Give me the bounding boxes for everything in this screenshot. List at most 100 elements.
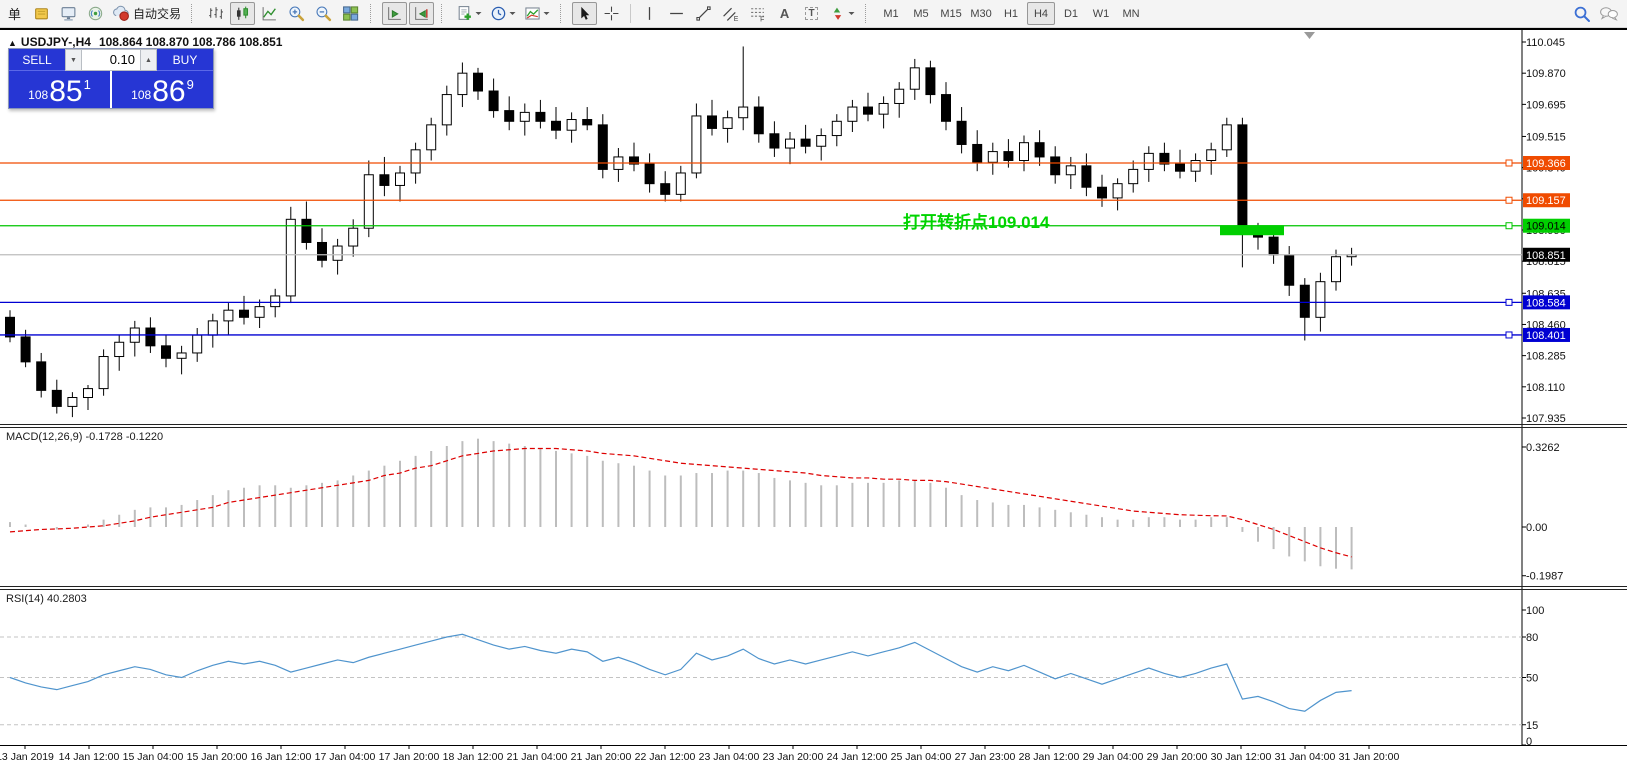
svg-text:29 Jan 20:00: 29 Jan 20:00 [1147,751,1208,763]
svg-text:50: 50 [1526,673,1538,685]
chart-top-border [0,28,1627,30]
horizontal-line-109.366[interactable] [0,159,1522,167]
line-chart-button[interactable] [257,2,282,25]
text-button[interactable]: A [772,2,797,25]
crosshair-button[interactable] [599,2,624,25]
timeframe-m30[interactable]: M30 [970,7,992,20]
svg-text:E: E [734,16,739,22]
sell-price-big: 85 [49,75,83,108]
svg-text:27 Jan 23:00: 27 Jan 23:00 [955,751,1016,763]
chart-shift-icon [413,5,430,22]
timeframe-h4[interactable]: H4 [1027,2,1056,25]
signals-icon [87,5,104,22]
bar-chart-button[interactable] [203,2,228,25]
auto-scroll-button[interactable] [382,2,408,25]
periods-menu-button[interactable] [487,2,519,25]
toolbar: 单 自动交易 [0,0,1627,28]
sell-price[interactable]: 108 85 1 [9,71,110,108]
autotrading-button[interactable]: 自动交易 [110,2,184,25]
svg-text:109.366: 109.366 [1526,158,1566,170]
horizontal-line-108.401[interactable] [0,331,1522,339]
timeframe-h1[interactable]: H1 [1003,7,1019,20]
sell-button[interactable]: SELL [9,49,65,71]
fibonacci-icon: F [749,5,766,22]
volume-input[interactable]: 0.10 [82,49,140,71]
svg-text:22 Jan 12:00: 22 Jan 12:00 [635,751,696,763]
candles [5,46,1357,418]
toolbar-grip [191,4,197,23]
svg-text:15: 15 [1526,720,1538,732]
line-chart-icon [261,5,278,22]
autotrading-icon [113,5,130,22]
buy-button[interactable]: BUY [157,49,213,71]
svg-text:21 Jan 04:00: 21 Jan 04:00 [507,751,568,763]
svg-text:110.045: 110.045 [1526,37,1565,49]
pivot-trend-segment[interactable] [1220,225,1284,236]
autotrading-label: 自动交易 [133,7,182,21]
chart-title: ▲ USDJPY-,H4 108.864 108.870 108.786 108.8… [8,35,282,49]
timeframe-m1[interactable]: M1 [883,7,899,20]
equidistant-channel-button[interactable]: E [718,2,743,25]
volume-decrease-button[interactable]: ▼ [65,49,82,71]
volume-increase-button[interactable]: ▲ [140,49,157,71]
cursor-button[interactable] [572,2,598,25]
svg-text:17 Jan 04:00: 17 Jan 04:00 [315,751,376,763]
search-button[interactable] [1569,2,1594,25]
svg-text:17 Jan 20:00: 17 Jan 20:00 [379,751,440,763]
zoom-out-button[interactable] [311,2,336,25]
line-handle [1505,298,1513,306]
svg-text:109.157: 109.157 [1526,195,1566,207]
candlestick-button[interactable] [230,2,256,25]
timeframe-m5[interactable]: M5 [913,7,929,20]
timeframe-mn[interactable]: MN [1122,7,1140,20]
zoom-in-button[interactable] [284,2,309,25]
search-icon [1573,5,1591,23]
text-label-button[interactable]: T [799,2,824,25]
trendline-button[interactable] [691,2,716,25]
chat-button[interactable] [1596,2,1622,25]
svg-text:109.014: 109.014 [1526,221,1566,233]
horizontal-line-button[interactable] [664,2,689,25]
fibonacci-button[interactable]: F [745,2,770,25]
svg-text:15 Jan 04:00: 15 Jan 04:00 [123,751,184,763]
vertical-line-button[interactable] [637,2,662,25]
history-icon [33,5,50,22]
svg-text:F: F [760,16,764,22]
svg-text:14 Jan 12:00: 14 Jan 12:00 [59,751,120,763]
collapse-triangle-icon: ▲ [8,38,17,48]
price-badge-108.851: 108.851 [1523,247,1570,262]
price-badge-109.014: 109.014 [1523,218,1570,233]
market-watch-button[interactable] [56,2,81,25]
tile-windows-button[interactable] [338,2,363,25]
auto-scroll-icon [386,5,403,22]
arrows-button[interactable] [826,2,858,25]
text-icon: A [779,6,790,21]
macd-pane: 0.3262 0.00 -0.1987 [9,438,1563,583]
timeframe-d1[interactable]: D1 [1063,7,1079,20]
signals-button[interactable] [83,2,108,25]
pivot-annotation[interactable]: 打开转折点109.014 [903,213,1050,232]
vertical-line-icon [641,5,658,22]
time-axis[interactable]: 13 Jan 2019 14 Jan 12:00 15 Jan 04:00 15 Ja… [0,745,1400,763]
chat-icon [1599,5,1619,22]
symbol-period-label: USDJPY-,H4 [20,35,91,49]
clock-icon [490,5,507,22]
svg-text:100: 100 [1526,605,1544,617]
line-handle [1505,331,1513,339]
new-order-button[interactable]: 单 [2,2,27,25]
line-handle [1505,196,1513,204]
timeframe-m15[interactable]: M15 [940,7,962,20]
equidistant-channel-icon: E [722,5,739,22]
buy-price[interactable]: 108 86 9 [112,71,213,108]
chevron-down-icon [848,11,855,16]
horizontal-line-108.584[interactable] [0,298,1522,306]
zoom-out-icon [315,5,332,22]
svg-text:23 Jan 04:00: 23 Jan 04:00 [699,751,760,763]
chart-shift-button[interactable] [409,2,435,25]
new-chart-button[interactable] [453,2,485,25]
timeframe-w1[interactable]: W1 [1092,7,1110,20]
toolbar-grip [441,4,447,23]
horizontal-line-109.157[interactable] [0,196,1522,204]
history-center-button[interactable] [29,2,54,25]
templates-button[interactable] [521,2,553,25]
